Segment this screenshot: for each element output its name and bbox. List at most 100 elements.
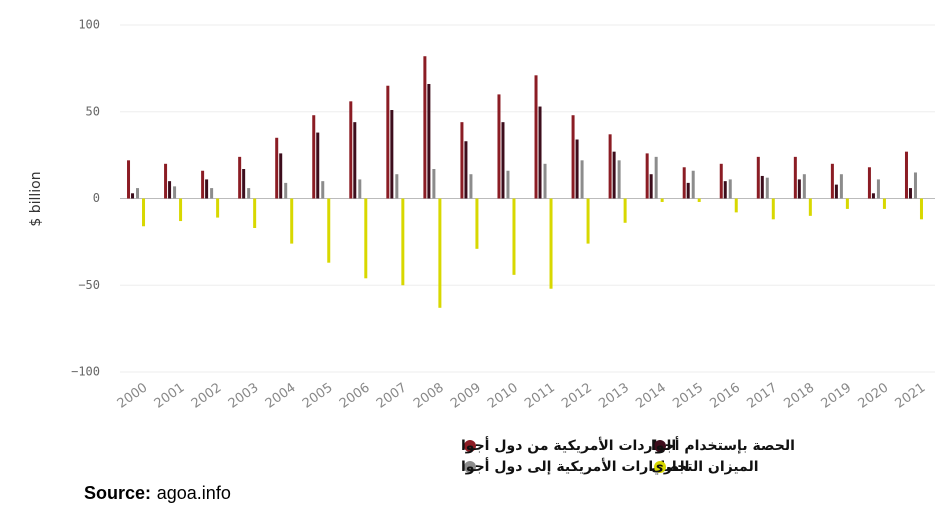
bar — [660, 198, 664, 202]
bar — [793, 156, 797, 199]
bar — [136, 188, 140, 199]
x-tick-label: 2005 — [300, 380, 336, 411]
bar — [871, 193, 875, 199]
bar — [697, 198, 701, 202]
bar — [580, 160, 584, 199]
bar — [549, 198, 553, 289]
bar — [275, 137, 279, 199]
bar — [919, 198, 923, 220]
bar — [617, 160, 621, 199]
x-tick-label: 2009 — [448, 380, 484, 411]
x-tick-label: 2014 — [633, 380, 669, 411]
bar — [497, 94, 501, 199]
x-tick-label: 2012 — [559, 380, 595, 411]
x-tick-label: 2006 — [337, 380, 373, 411]
legend-label: الواردات الأمريكية من دول أجوا — [461, 436, 676, 454]
x-tick-label: 2016 — [707, 380, 743, 411]
bar — [210, 188, 214, 199]
bar — [830, 163, 834, 199]
bar — [469, 174, 473, 199]
bar — [464, 141, 468, 199]
x-tick-label: 2008 — [411, 380, 447, 411]
bar — [386, 85, 390, 199]
legend-swatch — [464, 440, 476, 452]
bar — [321, 181, 325, 199]
bar — [839, 174, 843, 199]
bar — [216, 198, 220, 218]
bar — [586, 198, 590, 244]
bar — [534, 75, 538, 199]
legend-swatch — [654, 440, 666, 452]
bar — [654, 156, 658, 199]
bar — [142, 198, 146, 227]
bar — [438, 198, 442, 308]
bar — [797, 179, 801, 199]
x-tick-label: 2021 — [893, 380, 929, 411]
y-tick-label: −50 — [78, 278, 100, 292]
bar — [201, 170, 205, 199]
source-label: Source: — [84, 483, 151, 503]
bar — [904, 151, 908, 199]
bar — [571, 115, 575, 199]
bar — [908, 188, 912, 199]
bar — [623, 198, 627, 223]
legend-label: الميزان التجاري — [651, 459, 759, 476]
bar — [834, 184, 838, 199]
x-tick-label: 2011 — [522, 380, 558, 411]
x-tick-label: 2013 — [596, 380, 632, 411]
bar — [284, 182, 288, 199]
bar — [205, 179, 209, 199]
bar — [475, 198, 479, 249]
bar — [723, 181, 727, 199]
y-tick-label: 100 — [78, 18, 100, 32]
bar — [358, 179, 362, 199]
bar — [279, 153, 283, 199]
bar — [538, 106, 542, 199]
bar — [691, 170, 695, 199]
bar — [645, 153, 649, 199]
bar — [401, 198, 405, 286]
source-text: agoa.info — [157, 483, 231, 503]
bar — [734, 198, 738, 213]
bar — [364, 198, 368, 279]
y-tick-label: 0 — [93, 191, 100, 205]
legend-swatch — [464, 461, 476, 473]
bar — [432, 169, 436, 199]
bar — [543, 163, 547, 199]
bar — [327, 198, 331, 263]
x-tick-label: 2007 — [374, 380, 410, 411]
bar — [686, 182, 690, 199]
x-tick-label: 2018 — [781, 380, 817, 411]
bar — [765, 177, 769, 199]
x-tick-label: 2003 — [226, 380, 262, 411]
bar — [427, 83, 431, 199]
legend-label: الصادارات الأمريكية إلى دول أجوا — [461, 457, 689, 475]
source: Source: agoa.info — [84, 483, 231, 504]
bar — [882, 198, 886, 209]
bar — [802, 174, 806, 199]
y-axis-label: $ billion — [28, 171, 44, 226]
bar — [728, 179, 732, 199]
bar — [506, 170, 510, 199]
bar — [290, 198, 294, 244]
bar — [349, 101, 353, 199]
x-tick-label: 2015 — [670, 380, 706, 411]
bar — [164, 163, 168, 199]
bar — [867, 167, 871, 199]
bar — [131, 193, 135, 199]
bar — [876, 179, 880, 199]
bar — [253, 198, 257, 228]
bar — [168, 181, 172, 199]
x-tick-label: 2000 — [115, 380, 151, 411]
bar — [238, 156, 242, 199]
bar — [501, 122, 505, 199]
bar — [682, 167, 686, 199]
bar — [390, 110, 394, 199]
bar — [247, 188, 251, 199]
x-tick-label: 2002 — [189, 380, 225, 411]
bar — [312, 115, 316, 199]
bar — [808, 198, 812, 216]
bar — [612, 151, 616, 199]
bar — [179, 198, 183, 222]
